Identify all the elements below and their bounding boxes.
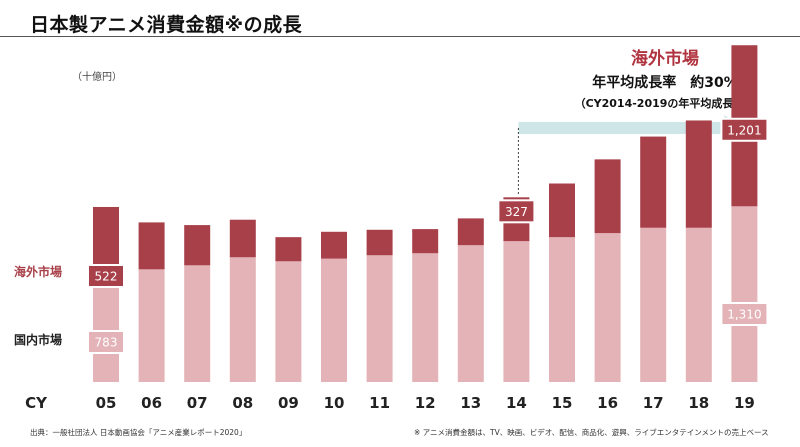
bar-domestic-06 (138, 269, 165, 382)
data-label-19-overseas: 1,201 (727, 123, 761, 137)
bar-domestic-09 (275, 261, 302, 382)
data-label-box-19-overseas (720, 117, 769, 142)
x-tick-17: 17 (643, 394, 664, 412)
bar-overseas-11 (366, 229, 393, 256)
data-label-14-overseas: 327 (505, 205, 528, 219)
bar-overseas-15 (549, 183, 575, 238)
annotation-heading: 海外市場 (631, 49, 699, 69)
bar-domestic-13 (457, 245, 484, 382)
x-tick-07: 07 (187, 394, 208, 412)
bar-domestic-12 (412, 253, 439, 382)
bar-domestic-19 (731, 206, 758, 382)
bar-overseas-18 (685, 120, 712, 228)
data-label-05-overseas: 522 (95, 270, 118, 284)
x-tick-11: 11 (369, 394, 390, 412)
bar-domestic-14 (503, 241, 530, 382)
x-tick-19: 19 (734, 394, 755, 412)
x-tick-18: 18 (688, 394, 709, 412)
bar-domestic-07 (184, 265, 211, 382)
x-tick-06: 06 (141, 394, 162, 412)
bar-domestic-18 (685, 227, 712, 382)
bar-domestic-17 (640, 227, 667, 382)
bar-overseas-12 (412, 229, 439, 254)
x-axis-label: CY (25, 394, 48, 412)
x-tick-08: 08 (232, 394, 253, 412)
x-tick-10: 10 (324, 394, 345, 412)
x-tick-12: 12 (415, 394, 436, 412)
x-tick-09: 09 (278, 394, 299, 412)
data-label-box-14-overseas (497, 199, 536, 224)
x-tick-05: 05 (96, 394, 117, 412)
growth-arrow-shaft (518, 122, 725, 134)
series-label-overseas: 海外市場 (14, 264, 62, 279)
annotation-period: （CY2014-2019の年平均成長率） (574, 97, 756, 110)
bar-domestic-11 (366, 255, 393, 382)
bar-overseas-09 (275, 237, 302, 262)
title-divider (0, 36, 800, 37)
bar-overseas-16 (594, 159, 621, 234)
bar-overseas-07 (184, 225, 211, 266)
definition-footnote: ※ アニメ消費金額は、TV、映画、ビデオ、配信、商品化、遊興、ライブエンタテイン… (414, 428, 769, 437)
data-label-box-05-overseas (87, 264, 125, 288)
source-footnote: 出典：一般社団法人 日本動画協会「アニメ産業レポート2020」 (30, 428, 247, 437)
page-title: 日本製アニメ消費金額※の成長 (30, 14, 303, 36)
annotation-growth-rate: 年平均成長率 約30% (592, 75, 738, 91)
bar-domestic-10 (321, 258, 347, 382)
bar-overseas-10 (321, 231, 347, 259)
bar-overseas-08 (229, 219, 256, 258)
bar-domestic-16 (594, 233, 621, 382)
x-tick-15: 15 (552, 394, 573, 412)
bar-domestic-05 (93, 276, 119, 382)
bar-domestic-15 (549, 237, 575, 382)
data-label-box-19-domestic (720, 302, 769, 326)
bar-overseas-17 (640, 136, 667, 228)
x-tick-13: 13 (460, 394, 481, 412)
x-tick-14: 14 (506, 394, 527, 412)
x-tick-16: 16 (597, 394, 618, 412)
data-label-05-domestic: 783 (95, 336, 118, 350)
bar-overseas-13 (457, 218, 484, 246)
data-label-box-05-domestic (87, 330, 125, 354)
bar-domestic-08 (229, 257, 256, 382)
bar-overseas-06 (138, 222, 165, 270)
data-label-19-domestic: 1,310 (727, 308, 761, 322)
series-label-domestic: 国内市場 (14, 332, 62, 347)
unit-label: （十億円） (72, 72, 122, 83)
